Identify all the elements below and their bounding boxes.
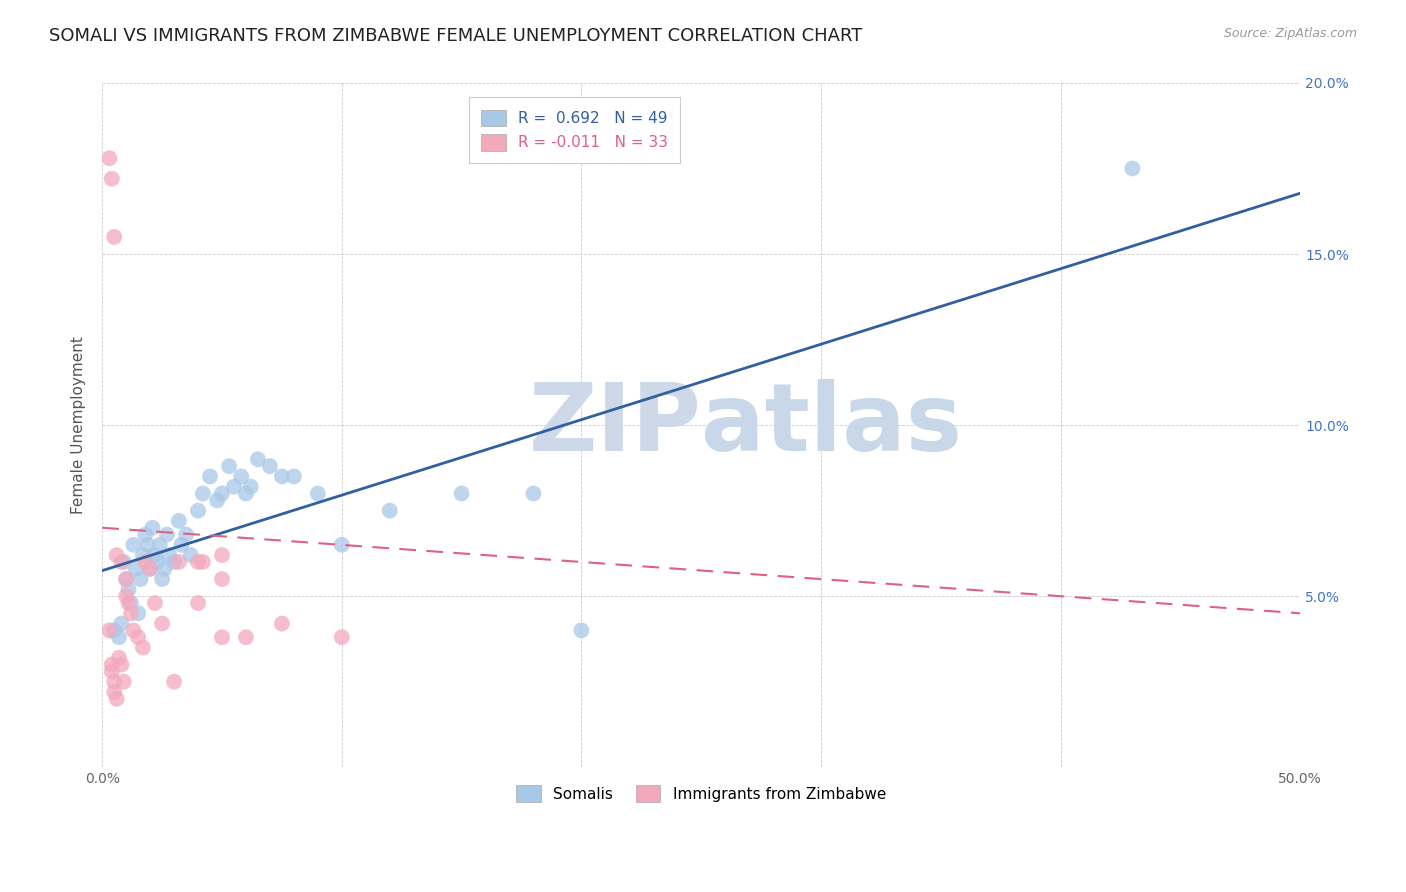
Text: SOMALI VS IMMIGRANTS FROM ZIMBABWE FEMALE UNEMPLOYMENT CORRELATION CHART: SOMALI VS IMMIGRANTS FROM ZIMBABWE FEMAL… xyxy=(49,27,863,45)
Point xyxy=(110,616,132,631)
Point xyxy=(120,596,142,610)
Point xyxy=(117,582,139,597)
Point xyxy=(110,657,132,672)
Point xyxy=(120,607,142,621)
Y-axis label: Female Unemployment: Female Unemployment xyxy=(72,336,86,514)
Point xyxy=(115,572,138,586)
Point xyxy=(231,469,253,483)
Point xyxy=(117,596,139,610)
Point xyxy=(134,555,156,569)
Point xyxy=(122,624,145,638)
Point xyxy=(150,572,173,586)
Point xyxy=(191,555,214,569)
Point xyxy=(108,650,131,665)
Point xyxy=(149,538,172,552)
Point xyxy=(112,674,135,689)
Point xyxy=(1121,161,1143,176)
Point xyxy=(163,674,186,689)
Point xyxy=(146,555,169,569)
Point xyxy=(187,596,209,610)
Point xyxy=(110,555,132,569)
Point xyxy=(105,548,128,562)
Point xyxy=(211,486,233,500)
Point xyxy=(270,469,292,483)
Point xyxy=(134,527,156,541)
Point xyxy=(187,503,209,517)
Point xyxy=(170,538,193,552)
Point xyxy=(101,171,124,186)
Point xyxy=(101,665,124,679)
Point xyxy=(259,459,281,474)
Point xyxy=(132,640,155,655)
Point xyxy=(132,548,155,562)
Point xyxy=(143,548,166,562)
Point xyxy=(211,630,233,644)
Point xyxy=(187,555,209,569)
Point xyxy=(122,538,145,552)
Legend: Somalis, Immigrants from Zimbabwe: Somalis, Immigrants from Zimbabwe xyxy=(505,773,898,814)
Point xyxy=(198,469,221,483)
Point xyxy=(156,527,179,541)
Point xyxy=(205,493,228,508)
Point xyxy=(115,572,138,586)
Point xyxy=(129,572,152,586)
Point xyxy=(211,548,233,562)
Point xyxy=(174,527,197,541)
Point xyxy=(103,674,125,689)
Text: atlas: atlas xyxy=(702,379,962,471)
Text: ZIP: ZIP xyxy=(529,379,702,471)
Point xyxy=(211,572,233,586)
Text: Source: ZipAtlas.com: Source: ZipAtlas.com xyxy=(1223,27,1357,40)
Point xyxy=(163,555,186,569)
Point xyxy=(112,555,135,569)
Point xyxy=(330,538,353,552)
Point xyxy=(103,624,125,638)
Point xyxy=(108,630,131,644)
Point xyxy=(98,624,121,638)
Point xyxy=(101,657,124,672)
Point xyxy=(139,562,162,576)
Point xyxy=(136,538,159,552)
Point xyxy=(283,469,305,483)
Point xyxy=(307,486,329,500)
Point xyxy=(218,459,240,474)
Point xyxy=(450,486,472,500)
Point xyxy=(105,691,128,706)
Point xyxy=(191,486,214,500)
Point xyxy=(378,503,401,517)
Point xyxy=(150,616,173,631)
Point xyxy=(239,480,262,494)
Point xyxy=(569,624,592,638)
Point xyxy=(143,596,166,610)
Point xyxy=(235,486,257,500)
Point xyxy=(157,548,180,562)
Point xyxy=(522,486,544,500)
Point xyxy=(98,151,121,165)
Point xyxy=(222,480,245,494)
Point xyxy=(127,630,149,644)
Point xyxy=(103,685,125,699)
Point xyxy=(115,589,138,603)
Point xyxy=(127,607,149,621)
Point xyxy=(330,630,353,644)
Point xyxy=(167,514,190,528)
Point xyxy=(139,562,162,576)
Point xyxy=(246,452,269,467)
Point xyxy=(235,630,257,644)
Point xyxy=(125,562,148,576)
Point xyxy=(270,616,292,631)
Point xyxy=(153,562,176,576)
Point xyxy=(180,548,202,562)
Point xyxy=(103,230,125,244)
Point xyxy=(167,555,190,569)
Point xyxy=(141,521,163,535)
